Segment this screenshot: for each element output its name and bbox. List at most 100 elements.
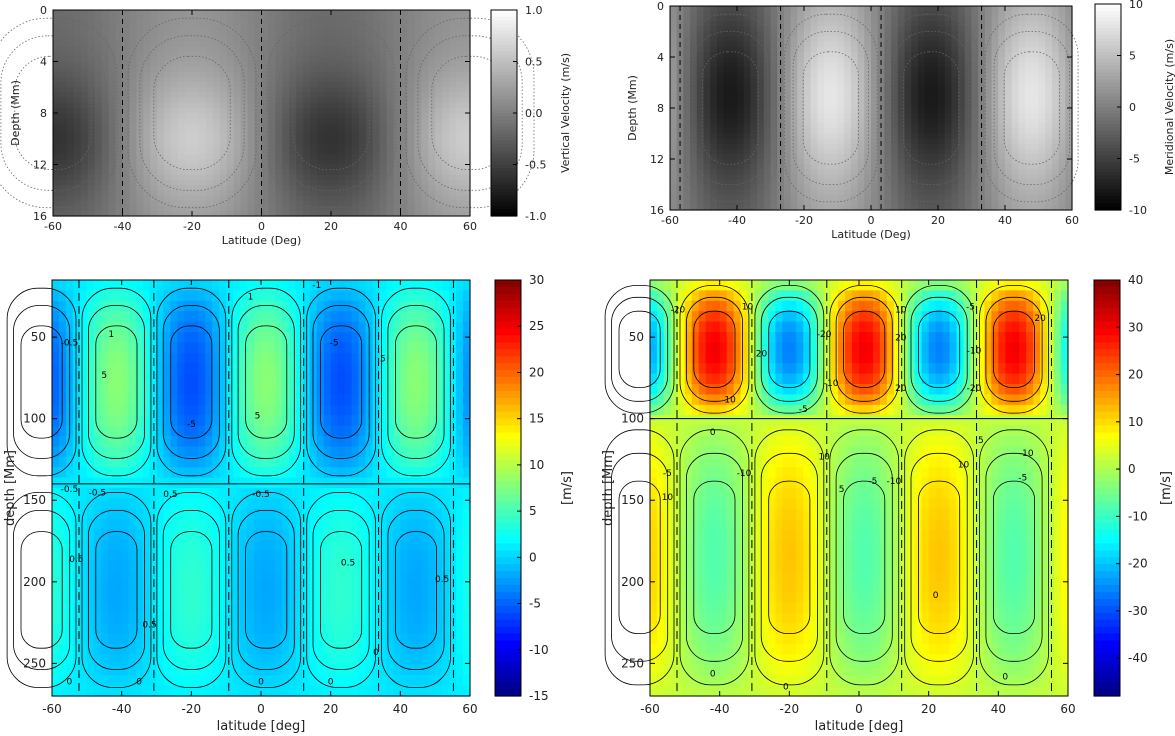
- heatmap-cell: [804, 123, 812, 129]
- heatmap-cell: [136, 190, 144, 196]
- heatmap-cell: [690, 204, 698, 211]
- heatmap-cell: [59, 102, 68, 109]
- contour-oval: [153, 55, 231, 171]
- heatmap-cell: [463, 20, 471, 27]
- heatmap-cell: [115, 71, 124, 78]
- heatmap-cell: [737, 6, 745, 12]
- heatmap-cell: [435, 25, 443, 32]
- heatmap-cell: [240, 40, 249, 47]
- heatmap-cell: [192, 133, 200, 140]
- heatmap-cell: [1011, 87, 1019, 94]
- heatmap-cell: [944, 72, 952, 78]
- heatmap-cell: [763, 153, 772, 160]
- heatmap-cell: [703, 102, 711, 109]
- heatmap-cell: [690, 87, 698, 94]
- heatmap-cell: [150, 35, 158, 42]
- heatmap-cell: [254, 205, 263, 212]
- heatmap-cell: [310, 56, 318, 63]
- heatmap-cell: [59, 51, 68, 57]
- heatmap-cell: [205, 102, 214, 109]
- heatmap-cell: [164, 102, 172, 109]
- heatmap-cell: [917, 102, 926, 109]
- heatmap-cell: [884, 21, 892, 27]
- heatmap-cell: [670, 36, 678, 43]
- heatmap-cell: [344, 25, 353, 32]
- heatmap-cell: [690, 67, 698, 73]
- heatmap-cell: [830, 67, 839, 73]
- heatmap-cell: [743, 82, 751, 89]
- heatmap-cell: [730, 41, 738, 48]
- heatmap-cell: [351, 107, 360, 114]
- heatmap-cell: [66, 205, 75, 212]
- colorbar-band: [1095, 21, 1121, 26]
- heatmap-cell: [683, 6, 691, 12]
- heatmap-cell: [763, 118, 772, 124]
- heatmap-cell: [911, 128, 919, 135]
- heatmap-cell: [1038, 199, 1046, 206]
- heatmap-cell: [730, 184, 738, 191]
- heatmap-cell: [944, 148, 952, 155]
- heatmap-cell: [690, 51, 698, 58]
- heatmap-cell: [1005, 62, 1013, 68]
- heatmap-cell: [891, 199, 899, 206]
- heatmap-cell: [129, 46, 137, 52]
- heatmap-cell: [317, 128, 325, 135]
- heatmap-cell: [1045, 133, 1053, 140]
- heatmap-cell: [101, 174, 110, 181]
- heatmap-cell: [757, 11, 765, 17]
- heatmap-cell: [428, 66, 436, 73]
- heatmap-cell: [400, 71, 409, 78]
- heatmap-cell: [683, 41, 691, 48]
- heatmap-cell: [66, 15, 75, 21]
- heatmap-cell: [917, 148, 926, 155]
- heatmap-cell: [1025, 102, 1033, 109]
- heatmap-cell: [737, 128, 745, 135]
- heatmap-cell: [136, 10, 144, 16]
- heatmap-cell: [797, 108, 805, 114]
- heatmap-cell: [233, 87, 242, 93]
- heatmap-cell: [233, 30, 242, 37]
- heatmap-cell: [904, 36, 912, 43]
- heatmap-cell: [676, 11, 684, 17]
- heatmap-cell: [331, 35, 339, 42]
- heatmap-cell: [108, 46, 117, 52]
- heatmap-cell: [743, 133, 751, 140]
- colorbar-band: [491, 140, 517, 145]
- colorbar-band: [491, 99, 517, 104]
- heatmap-cell: [205, 82, 214, 88]
- heatmap-cell: [365, 30, 374, 37]
- heatmap-cell: [254, 200, 263, 207]
- heatmap-cell: [931, 143, 939, 150]
- heatmap-cell: [379, 15, 388, 21]
- heatmap-cell: [157, 118, 165, 124]
- heatmap-cell: [358, 195, 367, 202]
- heatmap-cell: [1005, 21, 1013, 27]
- heatmap-cell: [897, 204, 906, 211]
- heatmap-cell: [1038, 184, 1046, 191]
- heatmap-cell: [750, 113, 758, 119]
- heatmap-cell: [66, 97, 75, 104]
- heatmap-cell: [737, 148, 745, 155]
- heatmap-cell: [1031, 16, 1040, 22]
- heatmap-cell: [449, 15, 457, 21]
- heatmap-cell: [59, 200, 68, 207]
- heatmap-cell: [143, 71, 151, 78]
- heatmap-cell: [94, 113, 103, 119]
- heatmap-cell: [844, 138, 852, 145]
- heatmap-cell: [696, 62, 705, 68]
- heatmap-cell: [192, 113, 200, 119]
- heatmap-cell: [1005, 174, 1013, 180]
- heatmap-cell: [670, 118, 678, 124]
- heatmap-cell: [924, 159, 932, 165]
- heatmap-cell: [716, 62, 725, 68]
- heatmap-cell: [743, 97, 751, 104]
- heatmap-cell: [164, 10, 172, 16]
- heatmap-cell: [219, 92, 228, 99]
- heatmap-cell: [857, 143, 865, 150]
- heatmap-cell: [296, 25, 304, 32]
- heatmap-cell: [897, 164, 906, 170]
- heatmap-cell: [205, 179, 214, 186]
- heatmap-cell: [53, 61, 61, 68]
- heatmap-cell: [770, 189, 778, 196]
- heatmap-cell: [951, 72, 959, 78]
